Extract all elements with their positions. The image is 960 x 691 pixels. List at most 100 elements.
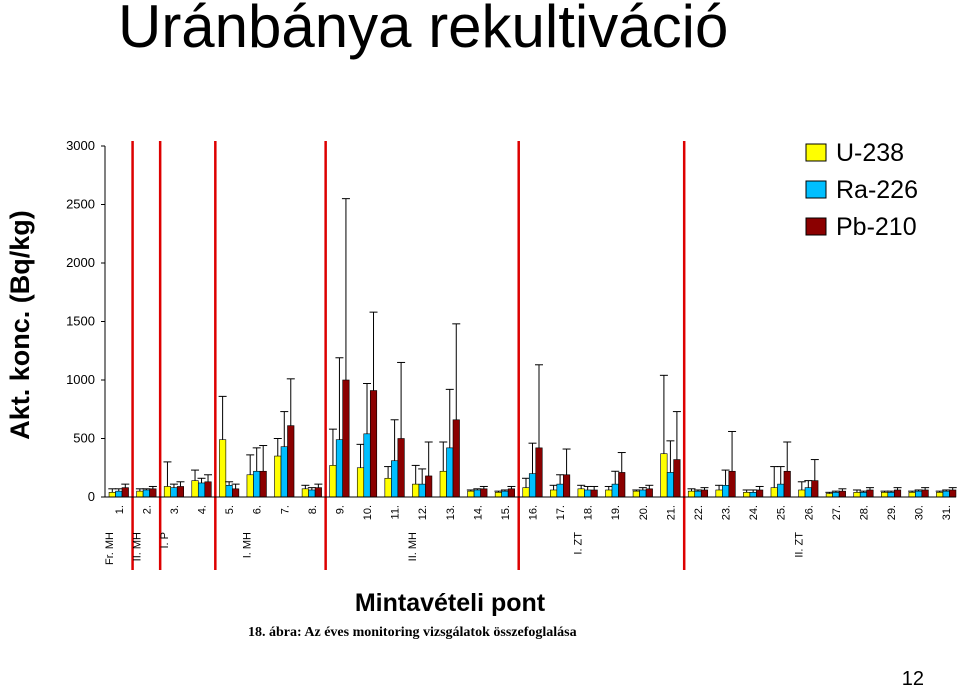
bar-ra-226-14: [473, 489, 481, 498]
bar-ra-226-9: [335, 439, 343, 498]
x-tick-label: 18.: [583, 505, 595, 520]
bar-ra-226-2: [142, 489, 150, 498]
x-tick-label: 27.: [831, 505, 843, 520]
bar-ra-226-30: [915, 490, 923, 498]
bar-u-238-16: [522, 487, 530, 498]
x-tick-label: 2.: [141, 505, 153, 514]
bar-u-238-23: [715, 489, 723, 498]
bar-ra-226-6: [253, 470, 261, 498]
bar-pb-210-29: [893, 489, 902, 498]
axes: [104, 146, 956, 498]
bar-u-238-29: [880, 492, 889, 498]
x-tick-label: 15.: [500, 505, 512, 520]
figure-caption: 18. ábra: Az éves monitoring vizsgálatok…: [248, 625, 577, 640]
bar-ra-226-31: [942, 490, 950, 498]
bar-pb-210-1: [121, 487, 129, 498]
x-tick-label: 12.: [417, 505, 429, 520]
group-label: I. MH: [242, 532, 254, 558]
bar-u-238-24: [743, 492, 751, 498]
x-tick-label: 26.: [803, 505, 815, 520]
bar-u-238-28: [853, 492, 861, 498]
x-tick-label: 21.: [665, 505, 677, 520]
bar-pb-210-7: [287, 425, 295, 498]
bar-u-238-15: [494, 492, 502, 498]
axis-labels: 0 500 1000 1500 2000 2500 3000 1. 2. 3. 4. 5. 6. 7. 8.…: [66, 138, 953, 565]
bar-u-238-26: [798, 489, 806, 498]
bar-u-238-20: [632, 490, 640, 498]
y-tick-label: 2500: [66, 197, 95, 212]
group-label: I. ZT: [573, 532, 585, 555]
bar-u-238-19: [605, 489, 613, 498]
legend-swatch-u-238: [805, 143, 827, 162]
x-tick-label: 19.: [610, 505, 622, 520]
y-axis-title: Akt. konc. (Bq/kg): [5, 210, 35, 440]
legend-swatch-ra-226: [805, 180, 827, 199]
bar-pb-210-25: [783, 470, 791, 498]
bar-u-238-14: [467, 490, 475, 498]
y-tick-label: 1000: [66, 372, 95, 387]
y-tick-label: 500: [73, 431, 95, 446]
bar-ra-226-22: [694, 490, 702, 498]
bar-pb-210-9: [342, 379, 350, 498]
bar-ra-226-23: [722, 484, 730, 498]
bar-ra-226-18: [584, 489, 592, 498]
x-tick-label: 24.: [748, 505, 760, 520]
bar-pb-210-10: [369, 390, 378, 498]
bar-u-238-10: [356, 467, 365, 498]
bar-u-238-3: [163, 486, 172, 498]
bar-pb-210-28: [866, 489, 874, 498]
bar-ra-226-25: [777, 483, 785, 498]
bar-ra-226-21: [666, 472, 674, 498]
bar-pb-210-24: [756, 489, 764, 498]
bar-u-238-13: [439, 470, 447, 498]
bar-ra-226-29: [887, 492, 895, 498]
bar-pb-210-11: [397, 438, 405, 498]
group-separators: [131, 141, 686, 570]
x-tick-label: 30.: [914, 505, 926, 520]
bar-pb-210-20: [645, 488, 653, 498]
x-tick-label: 31.: [941, 505, 953, 520]
bar-u-238-18: [577, 488, 585, 498]
bar-ra-226-3: [170, 487, 178, 498]
x-axis-title: Mintavételi pont: [355, 589, 546, 617]
x-tick-label: 13.: [445, 505, 457, 520]
x-tick-label: 20.: [638, 505, 650, 520]
x-tick-label: 5.: [224, 505, 236, 514]
bar-pb-210-3: [176, 486, 185, 498]
bar-ra-226-17: [556, 483, 564, 498]
bar-u-238-31: [936, 492, 944, 498]
bar-pb-210-17: [563, 474, 571, 498]
bar-ra-226-20: [639, 489, 647, 498]
bar-pb-210-21: [673, 459, 681, 498]
y-tick-label: 1500: [66, 314, 95, 329]
bar-pb-210-14: [480, 488, 488, 498]
bar-u-238-11: [384, 477, 392, 498]
bar-u-238-1: [108, 492, 116, 498]
bar-u-238-2: [136, 490, 144, 498]
bar-pb-210-8: [314, 487, 322, 498]
group-label: II. ZT: [793, 532, 805, 558]
bar-pb-210-2: [149, 488, 157, 498]
bar-ra-226-28: [859, 492, 868, 498]
x-tick-label: 29.: [886, 505, 898, 520]
y-tick-label: 2000: [66, 255, 95, 270]
x-tick-label: 3.: [169, 505, 181, 514]
bar-pb-210-6: [259, 470, 267, 498]
bar-pb-210-16: [535, 447, 543, 498]
bar-ra-226-27: [832, 492, 840, 498]
x-tick-label: 7.: [279, 505, 291, 514]
y-tick-label: 3000: [66, 138, 95, 153]
bar-ra-226-24: [749, 492, 757, 498]
bar-ra-226-19: [611, 483, 619, 498]
x-tick-label: 16.: [528, 505, 540, 520]
group-label: II. MH: [407, 532, 419, 561]
bar-pb-210-23: [728, 470, 736, 498]
x-tick-label: 4.: [197, 505, 209, 514]
x-tick-label: 14.: [472, 505, 484, 520]
bar-pb-210-26: [811, 480, 819, 498]
x-tick-label: 10.: [362, 505, 374, 520]
y-axis-ticks: [101, 145, 105, 498]
legend-label-pb-210: Pb-210: [836, 213, 917, 241]
group-label: II. MH: [131, 532, 143, 561]
